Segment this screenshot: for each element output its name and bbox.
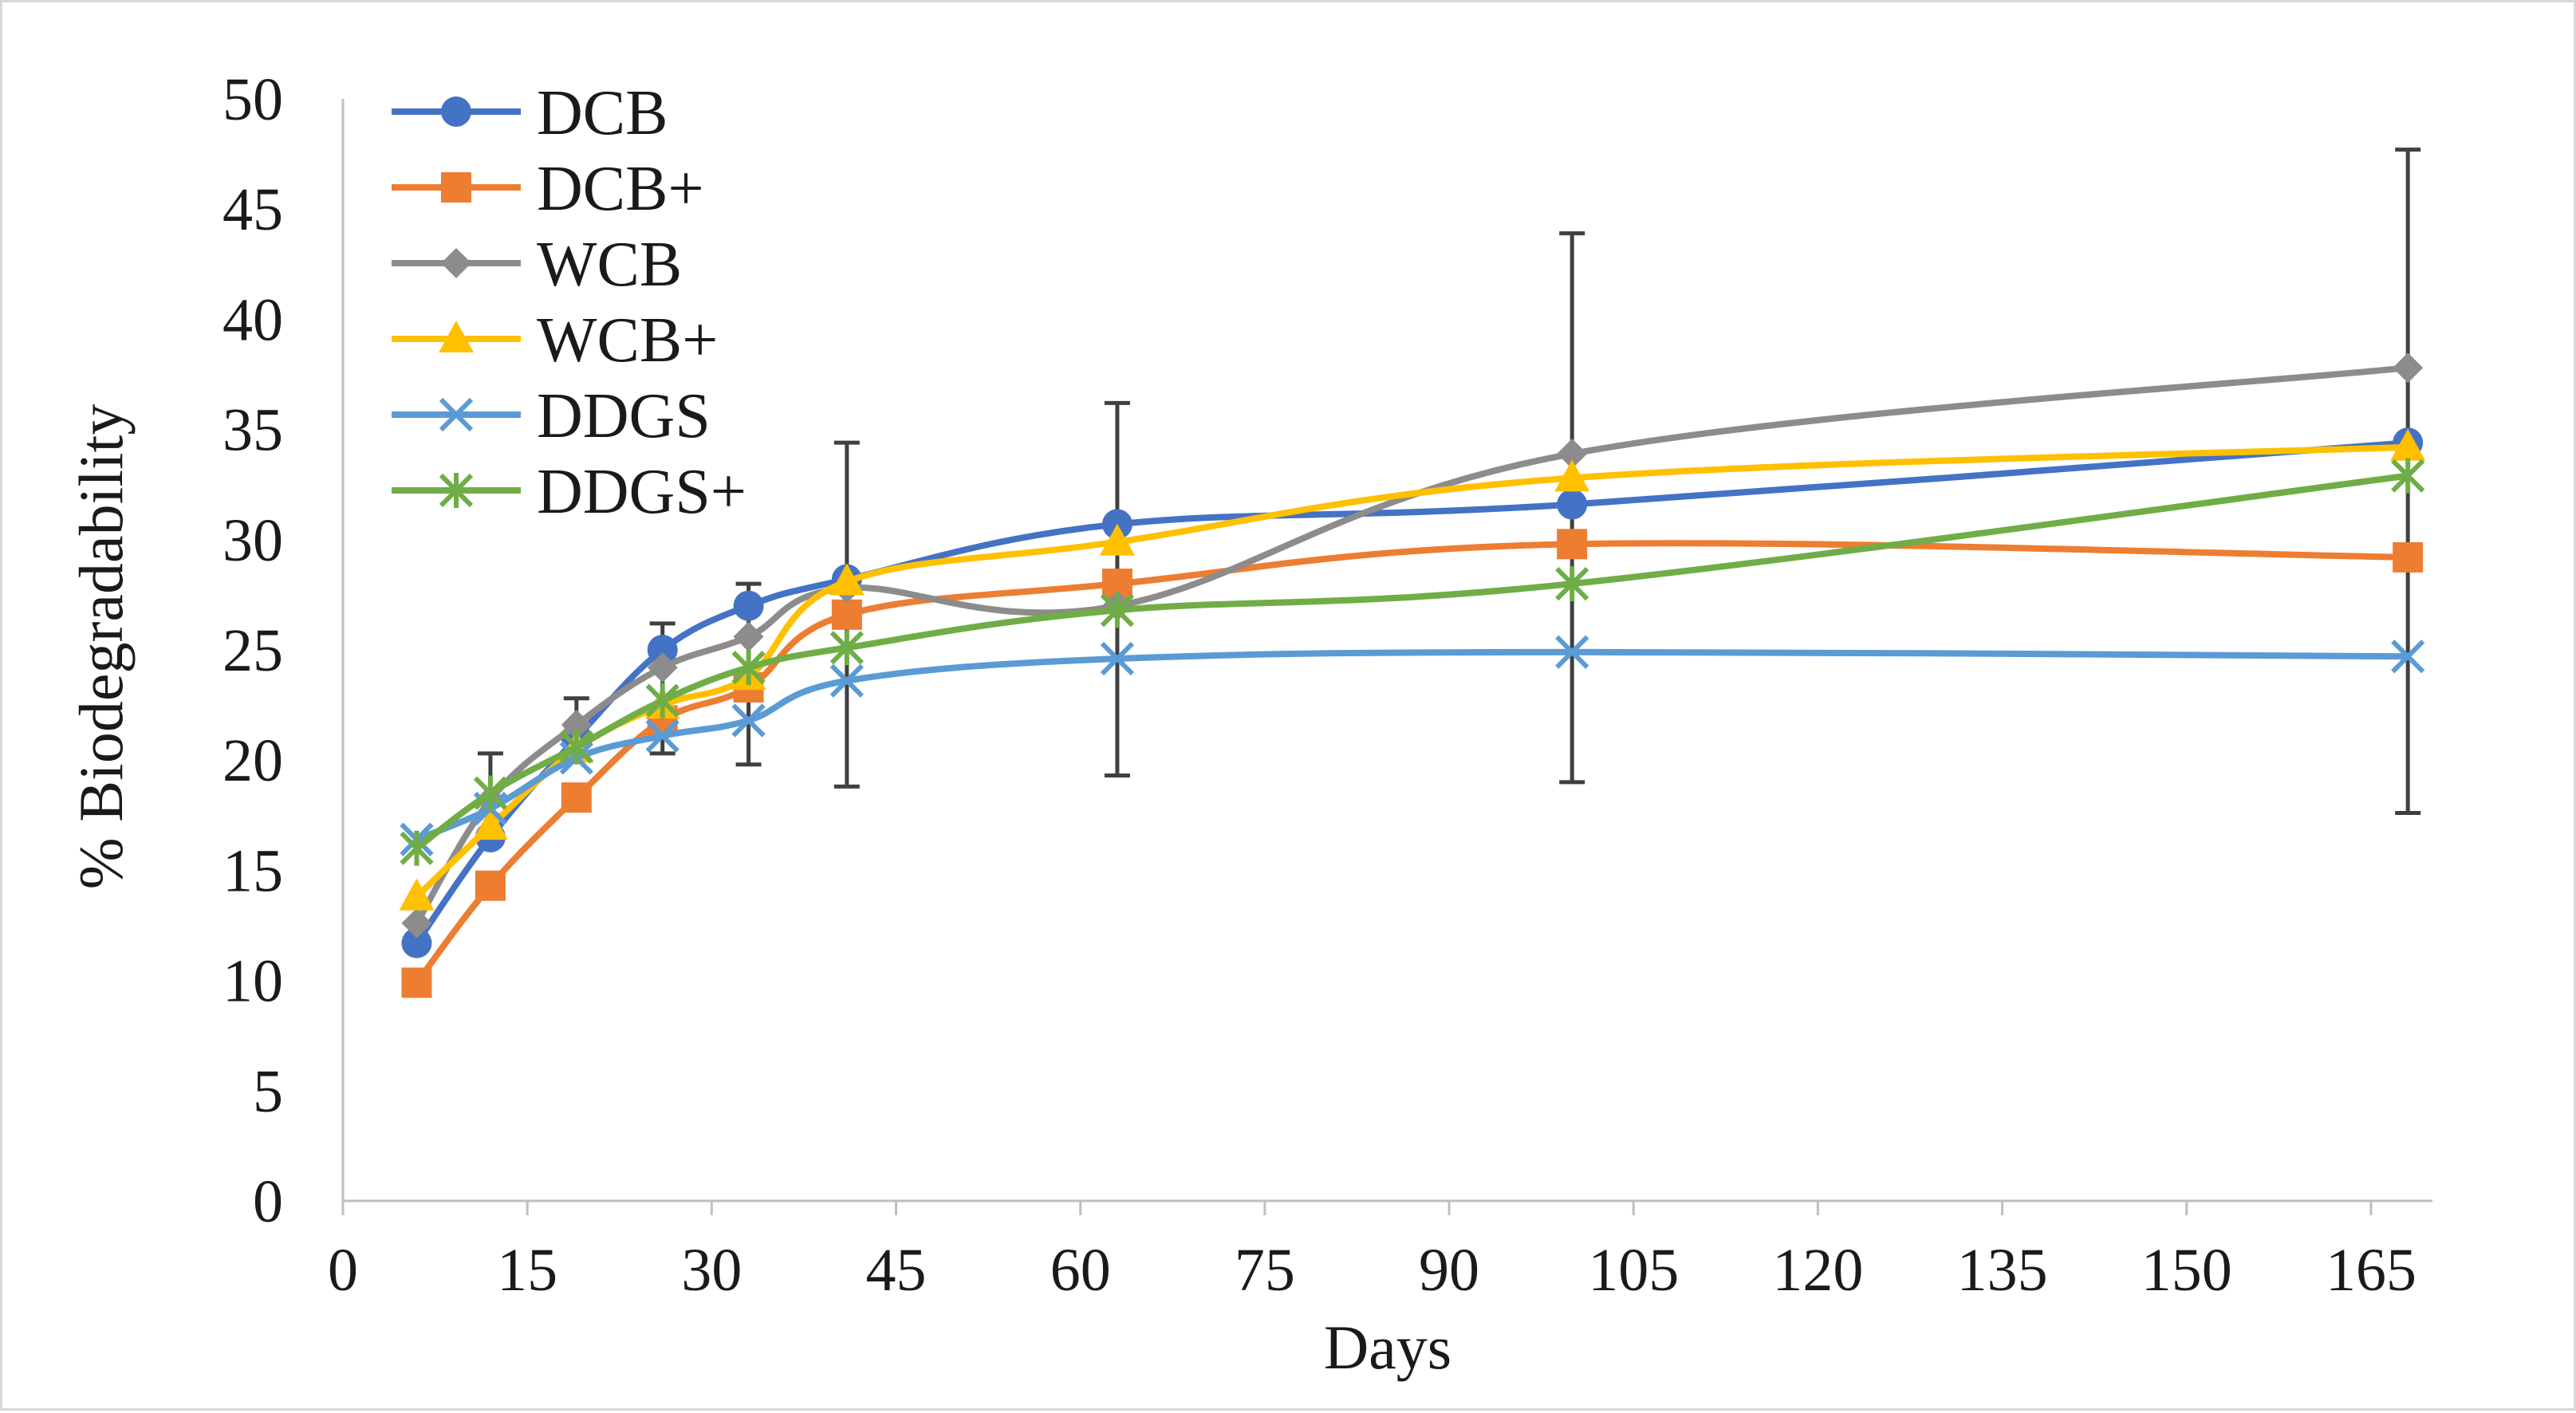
series-ddgs-plus: [400, 458, 2425, 866]
y-tick-label: 30: [223, 507, 283, 574]
data-point-wcb-plus: [1099, 523, 1135, 556]
legend-label: WCB+: [537, 305, 718, 376]
data-point-ddgs: [731, 703, 766, 738]
legend-label: DDGS+: [537, 457, 746, 527]
legend-label: DDGS: [537, 381, 711, 451]
series-lines: [399, 352, 2426, 998]
y-tick-label: 10: [223, 948, 283, 1015]
data-point-wcb: [647, 652, 678, 683]
data-point-ddgs: [2391, 640, 2425, 674]
legend-item-dcb: DCB: [392, 78, 668, 148]
series-line-ddgs-plus: [413, 472, 2412, 852]
data-point-wcb: [733, 621, 764, 652]
data-point-wcb: [2393, 352, 2424, 384]
data-point-ddgs-plus: [645, 683, 679, 718]
data-point-dcb-plus: [2393, 541, 2424, 573]
x-tick-label: 60: [1050, 1237, 1111, 1304]
legend-item-dcb-plus: DCB+: [392, 154, 704, 224]
x-tick-label: 30: [681, 1237, 742, 1304]
data-point-ddgs-plus: [559, 729, 593, 765]
data-point-dcb: [647, 635, 678, 665]
x-tick-label: 135: [1957, 1237, 2048, 1304]
x-tick-label: 165: [2326, 1237, 2416, 1304]
data-point-wcb: [1557, 439, 1588, 470]
data-point-ddgs-plus: [1555, 566, 1589, 602]
y-tick-label: 25: [223, 617, 283, 684]
y-tick-label: 40: [223, 286, 283, 353]
x-tick-label: 0: [328, 1237, 358, 1304]
y-tick-label: 0: [253, 1168, 283, 1235]
data-point-wcb: [401, 907, 432, 939]
series-line-wcb: [413, 364, 2412, 927]
data-point-wcb-plus: [829, 563, 865, 596]
x-axis-title: Days: [1324, 1313, 1451, 1382]
data-point-dcb: [1557, 489, 1588, 520]
legend-item-wcb-plus: WCB+: [392, 305, 718, 376]
x-tick-label: 90: [1419, 1237, 1479, 1304]
data-point-ddgs-plus: [473, 775, 508, 811]
data-point-dcb-plus: [401, 967, 432, 998]
data-point-ddgs: [1100, 641, 1135, 676]
x-tick-label: 45: [866, 1237, 927, 1304]
data-point-ddgs-plus: [829, 630, 865, 666]
data-point-wcb: [561, 709, 592, 740]
data-point-ddgs-plus: [2391, 458, 2425, 494]
y-tick-label: 45: [223, 176, 283, 243]
legend-item-ddgs-plus: DDGS+: [392, 457, 746, 527]
x-tick-label: 15: [497, 1237, 557, 1304]
data-point-wcb-plus: [399, 878, 435, 911]
data-point-ddgs: [829, 663, 865, 698]
data-point-wcb-plus: [1554, 459, 1590, 492]
y-tick-label: 20: [223, 727, 283, 794]
data-point-ddgs-plus: [400, 830, 434, 866]
y-tick-label: 50: [223, 66, 283, 133]
y-tick-label: 15: [223, 837, 283, 904]
data-point-ddgs: [1555, 635, 1589, 669]
data-point-ddgs-plus: [731, 650, 766, 686]
data-point-wcb-plus: [472, 808, 508, 840]
y-tick-label: 35: [223, 397, 283, 464]
data-point-dcb-plus: [1557, 529, 1588, 560]
legend-marker: [441, 248, 471, 278]
axes: 0 5 10 15 20 25 30 35 40 45 50 0 15 30 45 60 75 90 105 120 1…: [223, 66, 2432, 1304]
y-tick-label: 5: [253, 1058, 283, 1125]
series-line-ddgs: [413, 648, 2412, 843]
x-tick-label: 150: [2141, 1237, 2232, 1304]
data-point-ddgs: [645, 718, 679, 753]
data-point-dcb-plus: [831, 599, 862, 630]
data-point-dcb-plus: [475, 870, 506, 901]
data-point-dcb-plus: [561, 782, 592, 813]
x-tick-label: 120: [1772, 1237, 1863, 1304]
x-tick-label: 75: [1235, 1237, 1295, 1304]
series-line-dcb-plus: [413, 540, 2412, 986]
data-point-ddgs-plus: [1100, 592, 1135, 628]
legend-marker: [441, 172, 471, 203]
series-ddgs: [400, 635, 2425, 856]
legend-marker: [439, 397, 474, 432]
legend-item-ddgs: DDGS: [392, 381, 711, 451]
legend-label: DCB+: [537, 154, 704, 224]
legend-marker: [439, 321, 474, 352]
x-tick-label: 105: [1588, 1237, 1679, 1304]
data-point-dcb: [733, 590, 764, 621]
data-point-dcb: [401, 927, 432, 958]
legend-item-wcb: WCB: [392, 230, 682, 300]
legend-label: WCB: [537, 230, 682, 300]
legend-marker: [439, 473, 474, 508]
legend-label: DCB: [537, 78, 668, 148]
legend-marker: [441, 96, 471, 127]
data-point-wcb-plus: [2390, 428, 2426, 461]
y-axis-title: % Biodegradability: [66, 404, 136, 890]
